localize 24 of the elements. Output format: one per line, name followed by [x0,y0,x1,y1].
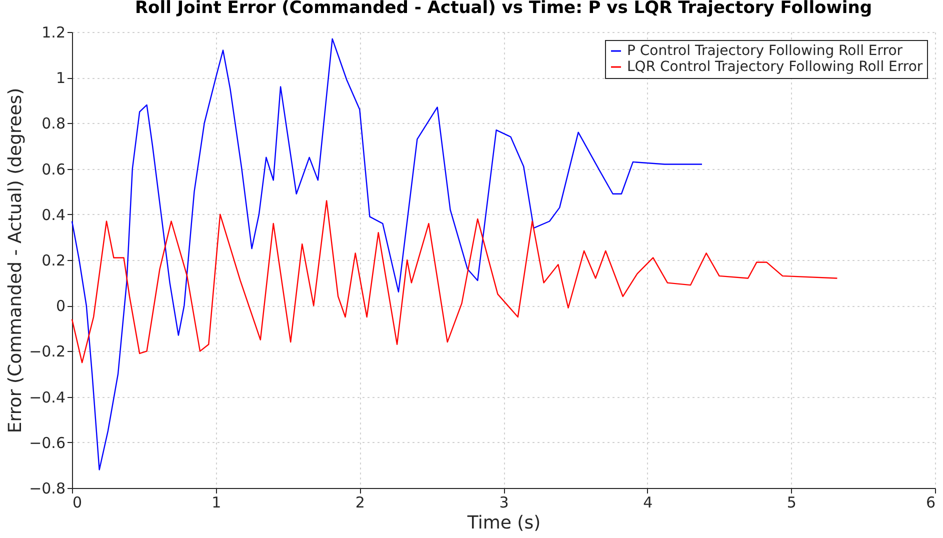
x-tick-label: 5 [786,494,796,512]
x-tick-label: 4 [643,494,653,512]
y-tick-label: 0 [56,297,66,316]
legend-label: LQR Control Trajectory Following Roll Error [627,59,923,75]
y-tick-label: 0.4 [42,206,66,224]
x-tick-label: 0 [72,494,82,512]
y-tick-label: −0.4 [29,388,66,406]
y-tick-label: 1 [56,69,66,88]
y-tick-label: 0.2 [42,252,66,270]
y-tick-label: −0.2 [29,342,66,361]
y-tick-label: 1.2 [42,24,66,42]
x-axis-title: Time (s) [466,512,541,534]
chart-title: Roll Joint Error (Commanded - Actual) vs Time: P vs LQR Trajectory Following [134,0,872,18]
y-tick-label: −0.6 [29,434,66,452]
x-tick-label: 1 [212,494,222,512]
x-tick-label: 6 [926,494,936,512]
x-tick-label: 3 [499,494,509,512]
line-series [71,200,838,364]
y-axis-title: Error (Commanded - Actual) (degrees) [5,88,26,434]
y-tick-label: 0.8 [42,114,66,133]
y-tick-label: 0.6 [42,160,66,178]
y-tick-label: −0.8 [29,480,66,498]
legend-label: P Control Trajectory Following Roll Error [627,43,903,59]
x-tick-label: 2 [355,494,365,512]
